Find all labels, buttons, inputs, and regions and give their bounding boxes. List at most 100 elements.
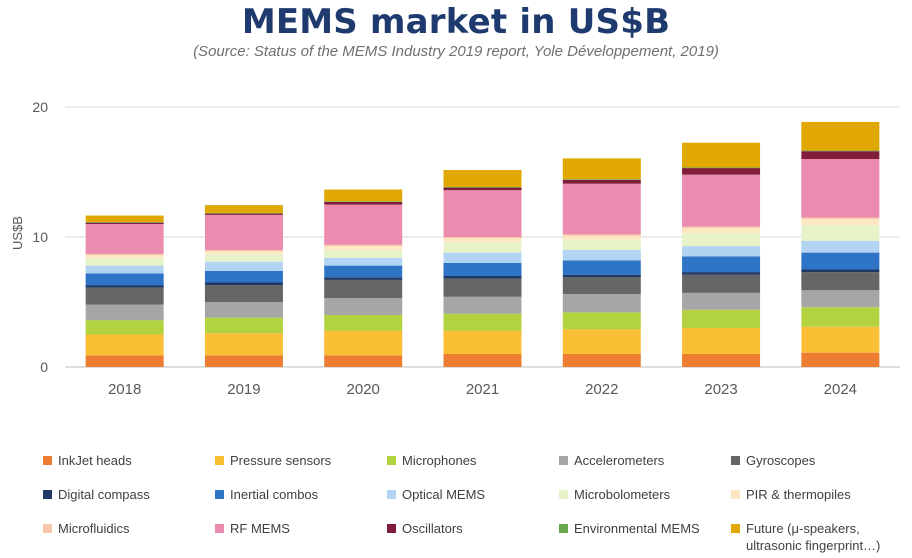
bar-segment (324, 204, 403, 245)
bar-segment (682, 246, 761, 257)
bar-segment (85, 320, 164, 335)
y-axis-label: US$B (10, 216, 25, 250)
bar-segment (204, 214, 283, 250)
legend-swatch (215, 456, 224, 465)
bar-segment (85, 224, 164, 254)
bar-segment (324, 265, 403, 278)
bar-segment (682, 227, 761, 234)
bar-segment (801, 225, 880, 241)
bar-stack-2018 (85, 215, 164, 367)
bar-segment (562, 312, 641, 330)
bar-segment (85, 285, 164, 288)
legend-label: Accelerometers (574, 453, 665, 468)
bar-segment (682, 233, 761, 247)
bar-segment (443, 278, 522, 297)
bar-segment (85, 215, 164, 223)
bar-segment (801, 150, 880, 152)
bar-segment (562, 294, 641, 313)
bar-segment (324, 189, 403, 202)
bar-segment (801, 352, 880, 367)
bar-segment (204, 355, 283, 367)
bar-segment (85, 253, 164, 256)
bar-segment (801, 218, 880, 226)
x-tick-label: 2022 (585, 381, 618, 398)
bar-segment (562, 277, 641, 295)
legend-swatch (387, 524, 396, 533)
bar-segment (801, 252, 880, 270)
bar-segment (85, 265, 164, 274)
bar-segment (682, 226, 761, 228)
legend-label: Digital compass (58, 487, 150, 502)
bar-segment (682, 274, 761, 293)
bar-segment (85, 273, 164, 286)
legend-label: Pressure sensors (230, 453, 332, 468)
bar-segment (85, 334, 164, 356)
x-tick-label: 2023 (704, 381, 737, 398)
y-tick-label: 10 (32, 229, 48, 245)
bar-stack-2020 (324, 189, 403, 367)
legend-swatch (559, 490, 568, 499)
chart-title: MEMS market in US$B (241, 2, 671, 42)
bar-segment (682, 328, 761, 354)
x-tick-label: 2024 (824, 381, 857, 398)
bar-segment (682, 309, 761, 328)
bar-segment (204, 212, 283, 214)
bar-segment (443, 242, 522, 253)
legend-label: InkJet heads (58, 453, 132, 468)
bar-segment (204, 302, 283, 318)
legend-swatch (731, 524, 740, 533)
bar-segment (562, 239, 641, 250)
bar-segment (682, 272, 761, 275)
bar-segment (443, 296, 522, 314)
bar-segment (682, 167, 761, 169)
bar-segment (204, 317, 283, 334)
bar-segment (443, 263, 522, 276)
legend-swatch (215, 490, 224, 499)
legend-label: Microfluidics (58, 521, 130, 536)
bar-segment (85, 304, 164, 321)
y-tick-label: 0 (40, 359, 48, 375)
legend-label: Microbolometers (574, 487, 671, 502)
bar-segment (324, 201, 403, 205)
bar-segment (443, 252, 522, 263)
bar-segment (204, 213, 283, 215)
bar-segment (324, 201, 403, 202)
bar-segment (85, 255, 164, 258)
bar-segment (682, 142, 761, 168)
x-tick-label: 2020 (347, 381, 380, 398)
x-tick-label: 2019 (227, 381, 260, 398)
bar-segment (85, 287, 164, 305)
bar-segment (801, 159, 880, 218)
legend-swatch (43, 490, 52, 499)
bar-segment (682, 256, 761, 273)
legend-label: RF MEMS (230, 521, 290, 536)
bar-segment (443, 313, 522, 331)
bar-segment (443, 354, 522, 367)
bar-segment (443, 238, 522, 243)
legend-swatch (43, 524, 52, 533)
bar-stack-2022 (562, 158, 641, 367)
bar-segment (204, 270, 283, 283)
legend-label: Environmental MEMS (574, 521, 700, 536)
bar-stack-2024 (801, 121, 880, 367)
legend-swatch (387, 490, 396, 499)
legend-label: Gyroscopes (746, 453, 816, 468)
legend-swatch (731, 490, 740, 499)
bar-stack-2023 (682, 142, 761, 367)
bar-stack-2021 (443, 170, 522, 367)
bar-segment (801, 269, 880, 273)
bar-segment (324, 277, 403, 280)
bar-segment (324, 244, 403, 247)
legend-label: Future (μ-speakers, ultrasonic fingerpri… (746, 521, 881, 553)
bar-segment (204, 253, 283, 262)
bar-segment (204, 251, 283, 254)
bar-segment (682, 174, 761, 227)
bar-segment (562, 250, 641, 261)
bar-segment (562, 234, 641, 236)
bar-segment (85, 257, 164, 266)
bar-segment (801, 307, 880, 327)
bar-segment (443, 170, 522, 187)
bar-stack-2019 (204, 205, 283, 367)
bar-segment (682, 168, 761, 175)
legend-label: PIR & thermopiles (746, 487, 851, 502)
